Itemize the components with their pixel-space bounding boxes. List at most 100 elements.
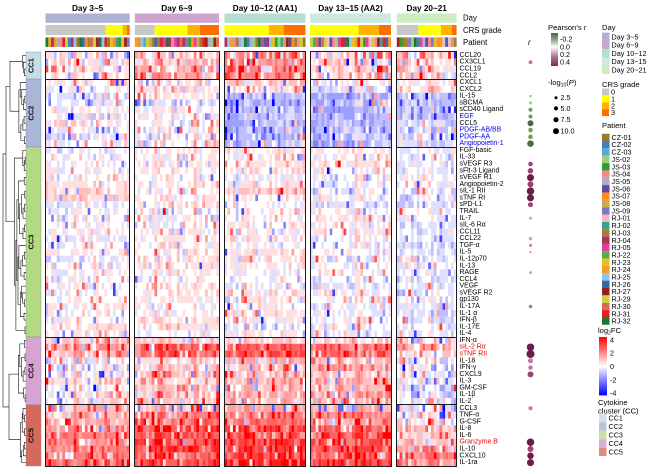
svg-text:IL-10: IL-10 <box>460 446 476 453</box>
svg-text:IL-8: IL-8 <box>460 425 472 432</box>
svg-text:JS-03: JS-03 <box>612 162 631 171</box>
svg-text:IL-18: IL-18 <box>460 357 476 364</box>
svg-text:GM-CSF: GM-CSF <box>460 385 487 392</box>
svg-text:IL-5: IL-5 <box>460 249 472 256</box>
svg-text:CC2: CC2 <box>609 422 623 431</box>
svg-text:CCL11: CCL11 <box>460 228 481 235</box>
svg-text:JS-09: JS-09 <box>612 206 631 215</box>
svg-text:Day 10~12 (AA1): Day 10~12 (AA1) <box>233 4 298 13</box>
svg-text:JS-05: JS-05 <box>612 177 631 186</box>
svg-text:CCL22: CCL22 <box>460 235 482 242</box>
svg-text:Angiopoietin-2: Angiopoietin-2 <box>460 181 504 188</box>
svg-text:CC3: CC3 <box>27 234 36 249</box>
svg-text:CC5: CC5 <box>27 428 36 443</box>
svg-text:5.0: 5.0 <box>561 104 571 113</box>
svg-text:Patient: Patient <box>463 38 488 47</box>
svg-text:IL-15: IL-15 <box>460 93 476 100</box>
svg-text:Day 13~15: Day 13~15 <box>612 57 647 66</box>
svg-text:Cytokine: Cytokine <box>598 398 628 407</box>
svg-text:JS-04: JS-04 <box>612 170 631 179</box>
svg-text:Day 20~21: Day 20~21 <box>407 4 448 13</box>
svg-text:RJ-32: RJ-32 <box>612 317 631 326</box>
svg-text:RJ-22: RJ-22 <box>612 251 631 260</box>
svg-text:0.2: 0.2 <box>560 50 570 59</box>
svg-text:log2FC: log2FC <box>598 326 622 337</box>
svg-text:CCL19: CCL19 <box>460 66 482 73</box>
svg-text:CCL20: CCL20 <box>460 52 482 59</box>
svg-text:CC3: CC3 <box>609 431 623 440</box>
svg-text:RJ-01: RJ-01 <box>612 214 631 223</box>
svg-text:JS-06: JS-06 <box>612 184 631 193</box>
svg-text:RJ-26: RJ-26 <box>612 280 631 289</box>
svg-text:CRS grade: CRS grade <box>602 80 640 89</box>
svg-text:sFlt-3 Ligand: sFlt-3 Ligand <box>460 167 500 174</box>
svg-text:0.4: 0.4 <box>560 58 570 67</box>
svg-text:CCL4: CCL4 <box>460 276 478 283</box>
svg-text:RJ-31: RJ-31 <box>612 309 631 318</box>
svg-text:RJ-27: RJ-27 <box>612 287 631 296</box>
svg-text:IL-4: IL-4 <box>460 330 472 337</box>
svg-text:r: r <box>528 38 531 47</box>
svg-text:RJ-23: RJ-23 <box>612 258 631 267</box>
svg-text:2: 2 <box>610 349 614 358</box>
svg-text:CZ-01: CZ-01 <box>612 133 632 142</box>
svg-text:RJ-29: RJ-29 <box>612 295 631 304</box>
svg-text:JS-07: JS-07 <box>612 192 631 201</box>
svg-text:CZ-03: CZ-03 <box>612 148 632 157</box>
svg-text:IL-3: IL-3 <box>460 378 472 385</box>
svg-text:1: 1 <box>611 94 615 103</box>
svg-text:IL-2: IL-2 <box>460 398 472 405</box>
svg-text:10.0: 10.0 <box>561 127 575 136</box>
svg-text:2.5: 2.5 <box>561 93 571 102</box>
svg-text:0: 0 <box>610 362 614 371</box>
svg-text:sIL-6 Rα: sIL-6 Rα <box>460 222 486 229</box>
svg-text:Granzyme B: Granzyme B <box>460 439 499 446</box>
svg-text:sIL-2 Rα: sIL-2 Rα <box>460 344 486 351</box>
svg-text:VEGF: VEGF <box>460 283 479 290</box>
svg-text:RJ-25: RJ-25 <box>612 273 631 282</box>
svg-text:TNF-α: TNF-α <box>460 412 480 419</box>
svg-text:Day 13~15 (AA2): Day 13~15 (AA2) <box>318 4 383 13</box>
svg-text:RJ-05: RJ-05 <box>612 243 631 252</box>
svg-text:JS-02: JS-02 <box>612 155 631 164</box>
svg-text:IL-1 α: IL-1 α <box>460 310 478 317</box>
svg-text:sVEGF R1: sVEGF R1 <box>460 174 493 181</box>
svg-text:IL-17E: IL-17E <box>460 323 481 330</box>
svg-text:CC1: CC1 <box>27 58 36 73</box>
svg-text:Day 10~12: Day 10~12 <box>612 49 647 58</box>
svg-text:G-CSF: G-CSF <box>460 418 481 425</box>
svg-text:IL-12p70: IL-12p70 <box>460 256 487 263</box>
svg-text:CC4: CC4 <box>27 363 36 379</box>
svg-text:JS-08: JS-08 <box>612 199 631 208</box>
svg-text:RJ-30: RJ-30 <box>612 302 631 311</box>
svg-text:CXCL10: CXCL10 <box>460 452 486 459</box>
svg-text:Patient: Patient <box>602 121 627 130</box>
svg-text:Day 3~5: Day 3~5 <box>612 32 639 41</box>
svg-text:IL-17A: IL-17A <box>460 303 481 310</box>
svg-text:CX3CL1: CX3CL1 <box>460 59 486 66</box>
svg-text:CZ-02: CZ-02 <box>612 140 632 149</box>
svg-text:CC5: CC5 <box>609 447 623 456</box>
svg-text:7.5: 7.5 <box>561 115 571 124</box>
svg-text:-2: -2 <box>610 375 616 384</box>
svg-text:-log10(P): -log10(P) <box>548 78 577 89</box>
svg-text:FGF-basic: FGF-basic <box>460 147 493 154</box>
svg-text:Day: Day <box>463 14 477 23</box>
svg-text:PDGF-AB/BB: PDGF-AB/BB <box>460 127 502 134</box>
svg-text:CCL3: CCL3 <box>460 405 478 412</box>
svg-text:sTNF RII: sTNF RII <box>460 351 488 358</box>
svg-text:sVEGF R2: sVEGF R2 <box>460 289 493 296</box>
svg-text:IL-13: IL-13 <box>460 262 476 269</box>
svg-text:Day 3~5: Day 3~5 <box>72 4 104 13</box>
svg-text:0.0: 0.0 <box>560 42 570 51</box>
svg-text:CC1: CC1 <box>609 414 623 423</box>
svg-text:Day 6~9: Day 6~9 <box>612 41 639 50</box>
svg-text:IL-1ra: IL-1ra <box>460 459 478 466</box>
svg-text:CCL2: CCL2 <box>460 72 478 79</box>
svg-text:sIL-1 RII: sIL-1 RII <box>460 188 486 195</box>
svg-text:sCD40 Ligand: sCD40 Ligand <box>460 106 504 113</box>
svg-text:RJ-03: RJ-03 <box>612 228 631 237</box>
svg-text:cluster (CC): cluster (CC) <box>598 407 639 416</box>
svg-text:sVEGF R3: sVEGF R3 <box>460 161 493 168</box>
svg-text:IL-1β: IL-1β <box>460 391 476 398</box>
